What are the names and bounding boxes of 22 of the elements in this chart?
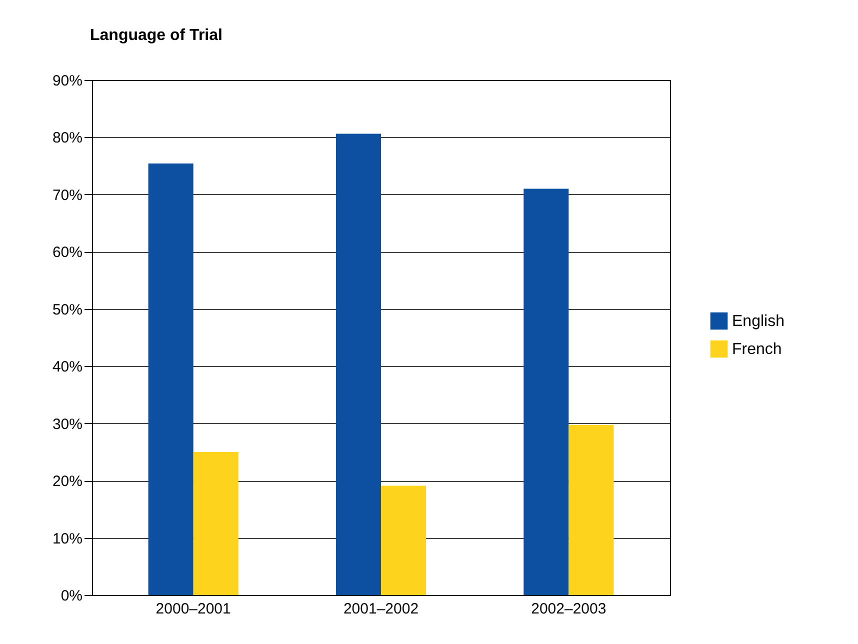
bar <box>524 188 569 595</box>
y-tick-label: 70% <box>52 186 82 204</box>
y-tick-label: 50% <box>52 301 82 318</box>
bar <box>568 425 614 595</box>
chart-title: Language of Trial <box>90 27 222 44</box>
y-tick-label: 40% <box>52 358 82 376</box>
y-tick-label: 10% <box>52 530 82 548</box>
x-tick-label: 2001–2002 <box>343 600 419 618</box>
x-tick-label: 2002–2003 <box>531 600 606 618</box>
legend-label: French <box>732 341 782 358</box>
bar <box>148 164 194 595</box>
bar <box>336 134 381 595</box>
y-tick-label: 20% <box>52 473 82 490</box>
y-tick-label: 60% <box>52 244 82 262</box>
x-tick-label: 2000–2001 <box>156 600 231 618</box>
y-tick-label: 30% <box>52 416 82 433</box>
bar <box>381 486 426 595</box>
legend-label: English <box>732 313 784 330</box>
y-tick-label: 80% <box>52 130 82 147</box>
bar <box>193 452 238 595</box>
y-tick-label: 0% <box>60 588 82 604</box>
y-tick-label: 90% <box>52 72 82 90</box>
